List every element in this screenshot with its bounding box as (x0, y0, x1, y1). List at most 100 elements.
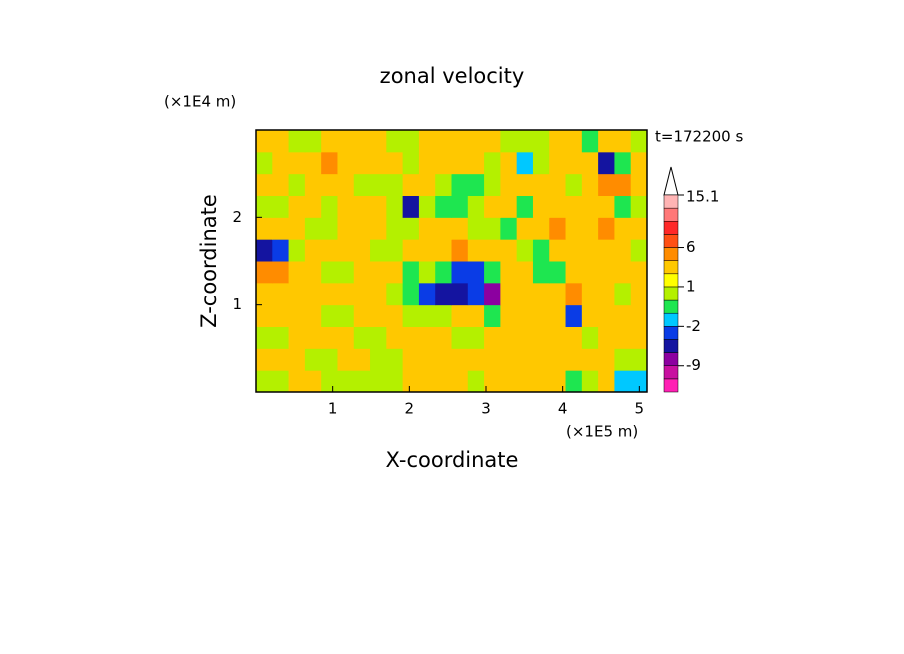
contour-cell (435, 282, 452, 306)
contour-cell (549, 173, 567, 196)
contour-cell (337, 282, 355, 306)
contour-cell (321, 304, 338, 327)
contour-cell (598, 151, 615, 175)
contour-cell (484, 282, 501, 306)
contour-cell (321, 348, 338, 371)
contour-cell (321, 261, 338, 284)
contour-cell (516, 326, 534, 349)
contour-cell (630, 326, 648, 349)
colorbar-band (663, 247, 679, 261)
contour-cell (484, 195, 501, 218)
contour-cell (418, 370, 436, 393)
contour-cell (549, 370, 567, 393)
contour-cell (532, 326, 550, 349)
contour-cell (500, 282, 518, 306)
contour-cell (532, 239, 550, 262)
annotation: t=172200 s (655, 128, 743, 146)
contour-cell (484, 130, 501, 153)
contour-cell (435, 348, 452, 371)
contour-cell (516, 370, 534, 393)
contour-cell (435, 239, 452, 262)
contour-cell (337, 370, 355, 393)
contour-cell (370, 217, 387, 240)
contour-cell (565, 151, 583, 175)
contour-cell (467, 304, 485, 327)
contour-cell (288, 217, 306, 240)
contour-cell (353, 151, 371, 175)
y-unit: (×1E4 m) (164, 93, 236, 111)
contour-cell (598, 130, 615, 153)
contour-cell (532, 304, 550, 327)
contour-cell (256, 195, 273, 218)
contour-cell (288, 370, 306, 393)
contour-cell (353, 239, 371, 262)
contour-cell (272, 282, 290, 306)
contour-cell (565, 217, 583, 240)
contour-cell (467, 130, 485, 153)
contour-cell (353, 326, 371, 349)
contour-cell (386, 173, 404, 196)
contour-cell (549, 348, 567, 371)
contour-cell (353, 348, 371, 371)
contour-cell (418, 151, 436, 175)
contour-cell (516, 195, 534, 218)
contour-cell (418, 348, 436, 371)
contour-cell (402, 239, 420, 262)
contour-cell (484, 239, 501, 262)
contour-cell (500, 217, 518, 240)
contour-cell (321, 130, 338, 153)
contour-cell (549, 217, 567, 240)
contour-cell (272, 326, 290, 349)
contour-cell (435, 326, 452, 349)
contour-cell (256, 348, 273, 371)
contour-cell (484, 173, 501, 196)
contour-cell (598, 348, 615, 371)
contour-cell (256, 282, 273, 306)
contour-cell (598, 370, 615, 393)
contour-cell (288, 304, 306, 327)
colorbar-label: -9 (686, 356, 701, 374)
contour-cell (532, 282, 550, 306)
contour-cell (467, 348, 485, 371)
contour-cell (549, 130, 567, 153)
contour-cell (370, 130, 387, 153)
colorbar-band (663, 194, 679, 209)
contour-cell (516, 348, 534, 371)
contour-cell (451, 173, 469, 196)
contour-cell (581, 326, 599, 349)
contour-cell (532, 217, 550, 240)
field (256, 130, 648, 393)
contour-cell (402, 282, 420, 306)
contour-cell (304, 217, 322, 240)
contour-cell (532, 261, 550, 284)
contour-cell (386, 261, 404, 284)
contour-cell (370, 348, 387, 371)
contour-cell (370, 173, 387, 196)
contour-cell (500, 130, 518, 153)
contour-cell (321, 326, 338, 349)
contour-cell (565, 261, 583, 284)
contour-cell (614, 239, 632, 262)
contour-cell (630, 130, 648, 153)
contour-cell (353, 370, 371, 393)
y-axis-label: Z-coordinate (197, 194, 221, 328)
contour-cell (321, 173, 338, 196)
contour-cell (532, 370, 550, 393)
contour-cell (549, 282, 567, 306)
contour-cell (500, 326, 518, 349)
contour-cell (272, 348, 290, 371)
chart-title: zonal velocity (380, 64, 525, 88)
contour-cell (337, 326, 355, 349)
contour-cell (402, 326, 420, 349)
contour-cell (451, 304, 469, 327)
contour-cell (386, 348, 404, 371)
contour-cell (614, 130, 632, 153)
contour-cell (418, 326, 436, 349)
contour-cell (321, 370, 338, 393)
x-tick-label: 3 (481, 400, 491, 418)
contour-cell (516, 282, 534, 306)
x-tick-label: 2 (405, 400, 415, 418)
contour-cell (256, 173, 273, 196)
colorbar-band (663, 365, 679, 380)
contour-cell (288, 195, 306, 218)
